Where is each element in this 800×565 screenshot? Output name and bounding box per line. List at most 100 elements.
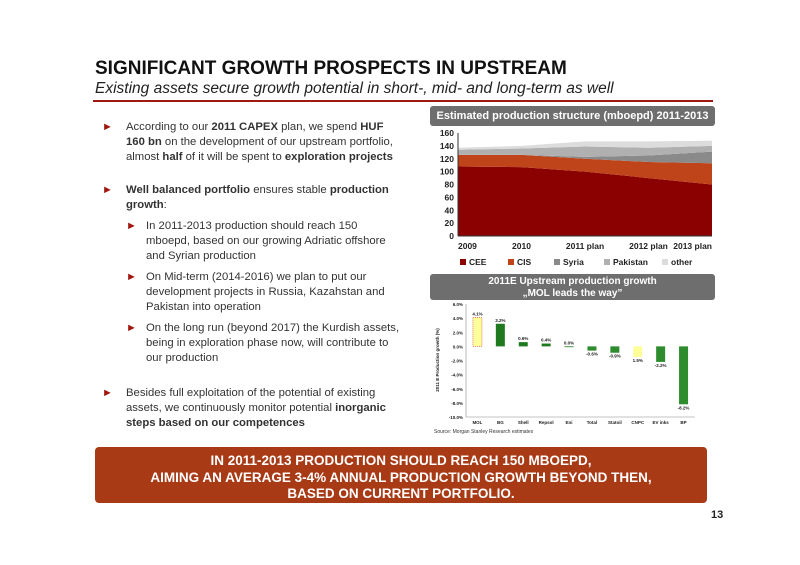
sub-bullet: ► In 2011-2013 production should reach 1…: [100, 219, 400, 264]
area-series-cis: [458, 154, 712, 185]
y-tick-label: 140: [440, 141, 454, 151]
bullet-inorganic: ► Besides full exploitation of the poten…: [100, 386, 400, 431]
slide-subtitle: Existing assets secure growth potential …: [95, 80, 614, 97]
legend-label-other: other: [671, 257, 693, 267]
bar-value-label: -0.6%: [586, 352, 598, 357]
x-tick-label: EV inks: [653, 420, 670, 425]
bar-repsol: [541, 343, 551, 347]
text: On Mid-term (2014-2016) we plan to put o…: [146, 271, 385, 313]
bar-value-label: 4.1%: [472, 311, 482, 316]
x-tick-label: Repsol: [539, 420, 554, 425]
slide-title: SIGNIFICANT GROWTH PROSPECTS IN UPSTREAM: [95, 58, 567, 79]
legend-label-syria: Syria: [563, 257, 584, 267]
bar-bg: [495, 323, 505, 347]
page-number: 13: [711, 509, 724, 521]
y-tick-label: 80: [445, 180, 455, 190]
bold-text: half: [162, 151, 183, 163]
y-tick-label: -8.0%: [451, 401, 463, 406]
source-note: Source: Morgan Stanley Research estimate…: [434, 429, 534, 435]
x-tick-label: Statoil: [608, 420, 622, 425]
bar-value-label: 0.4%: [541, 338, 551, 343]
legend-swatch-cis: [508, 259, 514, 265]
x-tick-label: 2010: [512, 241, 531, 251]
bar-total: [587, 346, 597, 351]
y-axis-label: 2011 E Production growth (%): [435, 328, 440, 392]
x-tick-label: BP: [680, 420, 686, 425]
y-tick-label: 60: [445, 192, 455, 202]
banner-line2: AIMING AN AVERAGE 3-4% ANNUAL PRODUCTION…: [150, 469, 652, 485]
y-tick-label: 0.0%: [453, 344, 463, 349]
legend-label-cee: CEE: [469, 257, 487, 267]
bar-value-label: 3.2%: [495, 318, 505, 323]
y-tick-label: 40: [445, 205, 455, 215]
triangle-bullet-icon: ►: [126, 220, 137, 232]
text: In 2011-2013 production should reach 150…: [146, 220, 386, 262]
bar-value-label: -2.2%: [655, 363, 667, 368]
text: According to our: [126, 121, 212, 133]
x-tick-label: BG: [497, 420, 504, 425]
bar-bp: [679, 346, 689, 405]
area-series-cee: [458, 166, 712, 236]
bar-value-label: 1.5%: [633, 358, 643, 363]
y-tick-label: -4.0%: [451, 373, 463, 378]
bold-text: inorganic steps based on our competences: [126, 402, 386, 429]
legend-swatch-pakistan: [604, 259, 610, 265]
triangle-bullet-icon: ►: [126, 271, 137, 283]
y-tick-label: 6.0%: [453, 302, 463, 307]
banner-line1: IN 2011-2013 PRODUCTION SHOULD REACH 150…: [210, 453, 592, 468]
y-tick-label: 2.0%: [453, 330, 463, 335]
text: ensures stable: [250, 184, 330, 196]
y-tick-label: 100: [440, 167, 454, 177]
triangle-bullet-icon: ►: [102, 184, 113, 196]
x-tick-label: CNPC: [631, 420, 645, 425]
bullet-portfolio: ► Well balanced portfolio ensures stable…: [100, 183, 400, 366]
bar-eni: [564, 346, 574, 348]
growth-bar-chart: 6.0% 4.0% 2.0% 0.0% -2.0% -4.0% -6.0% -8.0% -10.…: [434, 302, 695, 435]
title-rule: [93, 100, 713, 102]
bullet-capex: ► According to our 2011 CAPEX plan, we s…: [100, 120, 400, 165]
bullet-list: ► According to our 2011 CAPEX plan, we s…: [100, 120, 400, 445]
triangle-bullet-icon: ►: [126, 322, 137, 334]
text: On the long run (beyond 2017) the Kurdis…: [146, 322, 400, 364]
x-tick-label: Eni: [566, 420, 573, 425]
bold-text: HUF 160 bn: [126, 121, 384, 148]
x-tick-label: MOL: [472, 420, 482, 425]
text: plan, we spend: [277, 121, 361, 133]
x-tick-label: 2009: [458, 241, 477, 251]
bar-value-label: -0.9%: [609, 354, 621, 359]
y-tick-label: 160: [440, 128, 454, 138]
production-area-chart: 0 20 40 60 80 100 120 140 160 2009 2010 2011 plan 20…: [440, 128, 712, 267]
bold-text: production growth: [126, 184, 389, 211]
chart2-header-line1: 2011E Upstream production growth: [488, 276, 657, 287]
legend-label-cis: CIS: [517, 257, 532, 267]
triangle-bullet-icon: ►: [102, 387, 113, 399]
y-tick-label: 20: [445, 218, 455, 228]
legend-label-pakistan: Pakistan: [613, 257, 648, 267]
bar-ev-inks: [656, 346, 666, 362]
bar-cnpc: [633, 346, 643, 357]
conclusion-banner: IN 2011-2013 PRODUCTION SHOULD REACH 150…: [95, 447, 707, 503]
bar-shell: [518, 342, 528, 347]
chart2-header: 2011E Upstream production growth „MOL le…: [430, 274, 715, 300]
bar-statoil: [610, 346, 620, 353]
legend-swatch-syria: [554, 259, 560, 265]
triangle-bullet-icon: ►: [102, 121, 113, 133]
text: of it will be spent to: [182, 151, 285, 163]
chart2-header-line2: „MOL leads the way”: [522, 288, 623, 299]
bold-text: exploration projects: [284, 151, 393, 163]
bar-value-label: -8.2%: [678, 405, 690, 410]
y-tick-label: -6.0%: [451, 387, 463, 392]
x-tick-label: 2013 plan: [673, 241, 712, 251]
chart1-header: Estimated production structure (mboepd) …: [430, 106, 715, 126]
y-tick-label: -2.0%: [451, 359, 463, 364]
text: on the development of our upstream portf…: [126, 136, 393, 163]
area-series-syria: [458, 151, 712, 164]
sub-bullet: ► On Mid-term (2014-2016) we plan to put…: [100, 270, 400, 315]
x-tick-label: Shell: [518, 420, 529, 425]
bar-value-label: 0.0%: [564, 340, 574, 345]
y-tick-label: 120: [440, 154, 454, 164]
text: :: [163, 199, 167, 211]
text: Besides full exploitation of the potenti…: [126, 387, 376, 414]
area-series-other: [458, 140, 712, 150]
bold-text: Well balanced portfolio: [126, 184, 251, 196]
